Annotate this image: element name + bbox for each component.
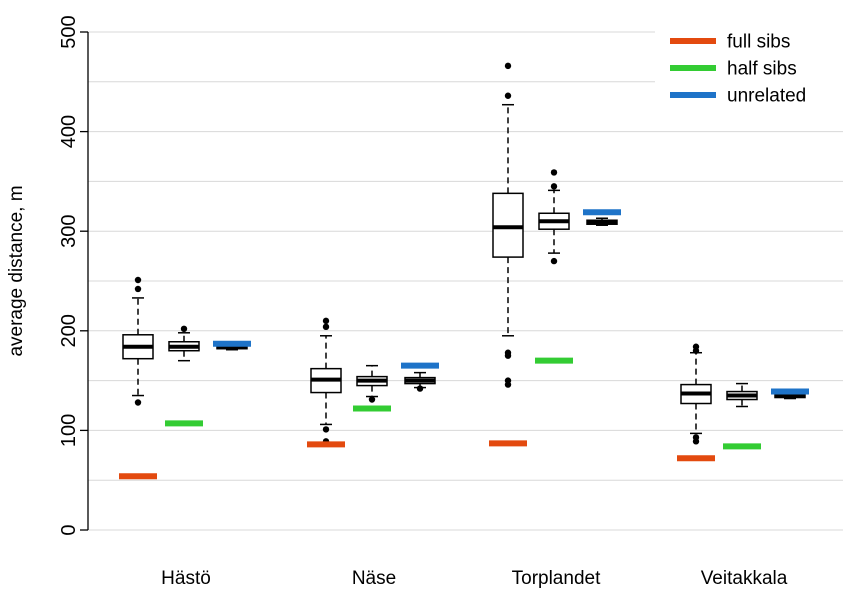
boxplot: [492, 62, 524, 388]
outlier-point: [550, 257, 558, 265]
category-label: Veitakkala: [701, 568, 788, 589]
boxplot: [356, 364, 388, 403]
y-tick-label: 300: [58, 215, 80, 248]
outlier-point: [134, 285, 142, 293]
outlier-point: [504, 92, 512, 99]
outlier-point: [180, 325, 188, 333]
box-groups: [122, 62, 806, 445]
outlier-point: [322, 317, 330, 325]
outlier-point: [504, 62, 512, 70]
outlier-point: [322, 323, 330, 331]
y-axis-label: average distance, m: [6, 185, 27, 356]
boxplot: [404, 371, 436, 392]
legend-label: half sibs: [727, 59, 797, 80]
legend: full sibs half sibs unrelated: [655, 24, 843, 124]
boxplot: [122, 276, 154, 406]
category-label: Hästö: [161, 568, 211, 589]
boxplot: [680, 343, 712, 445]
boxplot: [538, 169, 570, 265]
y-tick-label: 100: [58, 414, 80, 447]
outlier-point: [550, 183, 558, 190]
boxplot: [168, 325, 200, 362]
y-tick-label: 400: [58, 115, 80, 148]
outlier-point: [550, 169, 558, 176]
category-labels: Hästö Näse Torplandet Veitakkala: [161, 568, 788, 589]
outlier-point: [504, 381, 512, 388]
y-axis: 0 100 200 300 400 500: [58, 15, 89, 536]
boxplot: [310, 317, 342, 445]
y-tick-label: 500: [58, 15, 80, 48]
outlier-point: [368, 396, 376, 403]
legend-label: full sibs: [727, 32, 790, 53]
outlier-point: [692, 438, 700, 445]
y-tick-label: 200: [58, 314, 80, 347]
reference-markers: [119, 209, 809, 480]
outlier-point: [322, 426, 330, 433]
outlier-point: [692, 343, 700, 350]
outlier-point: [134, 276, 142, 284]
outlier-point: [504, 352, 512, 359]
outlier-point: [416, 385, 424, 392]
boxplot: [586, 217, 618, 226]
boxplot: [726, 382, 758, 408]
category-label: Torplandet: [512, 568, 601, 589]
category-label: Näse: [352, 568, 396, 589]
outlier-point: [134, 399, 142, 406]
legend-label: unrelated: [727, 86, 806, 107]
y-tick-label: 0: [58, 524, 80, 535]
